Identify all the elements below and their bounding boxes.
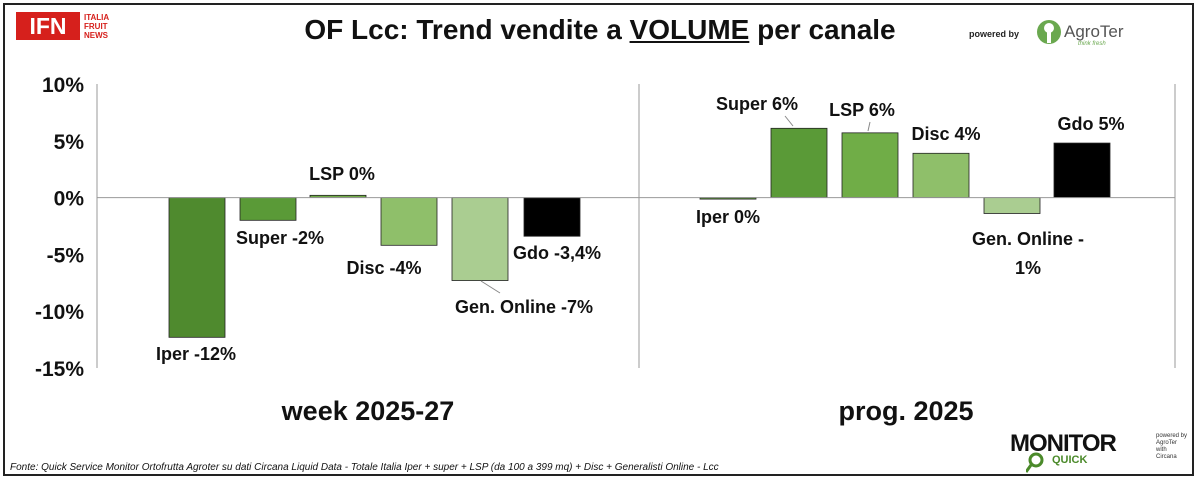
label-leader-line xyxy=(480,280,501,294)
agroter-logo-text: AgroTer xyxy=(1064,22,1124,41)
bar-lsp xyxy=(841,132,899,199)
data-label: Gdo -3,4% xyxy=(513,243,601,263)
monitor-quick-logo: MONITOR QUICK powered by AgroTer with Ci… xyxy=(1010,430,1190,474)
source-footnote: Fonte: Quick Service Monitor Ortofrutta … xyxy=(10,462,719,473)
group-label: prog. 2025 xyxy=(838,396,973,426)
ifn-logo: IFN ITALIA FRUIT NEWS xyxy=(16,12,124,42)
monitor-logo-side: powered by AgroTer with Circana xyxy=(1156,433,1187,461)
data-label: Super 6% xyxy=(716,94,798,114)
ifn-logo-mark: IFN xyxy=(16,12,80,40)
group-label: week 2025-27 xyxy=(281,396,455,426)
tree-icon xyxy=(1037,20,1061,44)
ifn-logo-side-1: ITALIA xyxy=(84,13,110,22)
data-label: Gdo 5% xyxy=(1057,114,1124,134)
data-label: Disc -4% xyxy=(346,258,421,278)
ifn-logo-side: ITALIA FRUIT NEWS xyxy=(84,13,109,40)
label-leader-line xyxy=(867,121,871,132)
agroter-logo-tagline: think fresh xyxy=(1078,41,1106,47)
powered-by-label: powered by xyxy=(969,29,1020,39)
y-tick-label: -5% xyxy=(47,244,85,267)
y-tick-label: -15% xyxy=(35,358,84,381)
bar-gdo xyxy=(1053,142,1111,199)
data-label: Iper 0% xyxy=(696,207,760,227)
data-label: LSP 0% xyxy=(309,164,375,184)
data-label: LSP 6% xyxy=(829,100,895,120)
ifn-logo-side-2: FRUIT xyxy=(84,22,108,31)
data-label: Super -2% xyxy=(236,228,324,248)
y-tick-label: 5% xyxy=(54,131,85,154)
label-leader-line xyxy=(784,115,794,127)
ifn-logo-side-3: NEWS xyxy=(84,31,108,40)
chart-title-emphasis: VOLUME xyxy=(629,14,750,45)
bar-super xyxy=(770,127,828,198)
data-label: Gen. Online -7% xyxy=(455,297,593,317)
bar-gen-online xyxy=(451,197,509,281)
bar-gdo xyxy=(523,197,581,237)
y-tick-label: -10% xyxy=(35,301,84,324)
agroter-logo: AgroTer think fresh xyxy=(1036,19,1146,51)
monitor-logo-word: MONITOR xyxy=(1010,430,1117,457)
monitor-side-2: AgroTer xyxy=(1156,440,1178,446)
magnifier-icon xyxy=(1026,452,1044,473)
data-label: Gen. Online - xyxy=(972,229,1084,249)
bar-iper xyxy=(168,197,226,338)
data-label: Disc 4% xyxy=(911,124,980,144)
bar-disc xyxy=(912,152,970,199)
chart-title: OF Lcc: Trend vendite a VOLUME per canal… xyxy=(0,14,1200,46)
monitor-side-1: powered by xyxy=(1156,433,1188,439)
y-tick-label: 10% xyxy=(42,74,84,97)
chart-title-pre: OF Lcc: Trend vendite a xyxy=(304,14,630,45)
y-tick-label: 0% xyxy=(54,188,85,211)
monitor-side-3: with xyxy=(1156,447,1167,453)
bar-disc xyxy=(380,197,438,246)
monitor-logo-quick: QUICK xyxy=(1052,454,1088,466)
chart-title-post: per canale xyxy=(749,14,896,45)
bar-gen-online xyxy=(983,197,1041,214)
bar-super xyxy=(239,197,297,221)
data-label: Iper -12% xyxy=(156,344,236,364)
monitor-side-4: Circana xyxy=(1156,454,1177,460)
data-label-continued: 1% xyxy=(1015,258,1041,278)
